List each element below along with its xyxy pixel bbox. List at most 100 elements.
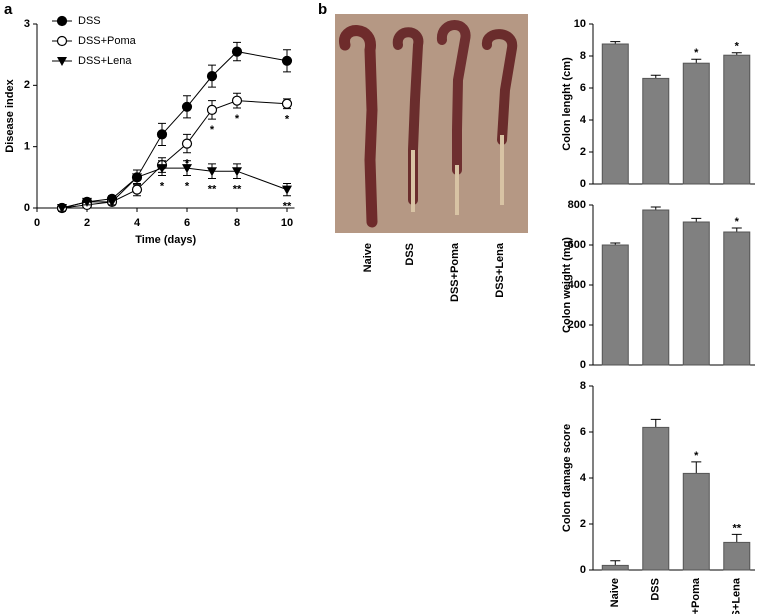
y-axis-label: Colon lenght (cm) (561, 57, 573, 151)
marker (232, 167, 242, 177)
marker (82, 197, 92, 207)
y-tick-label: 800 (568, 199, 586, 211)
y-tick-label: 6 (580, 426, 586, 438)
error-bar (650, 74, 661, 79)
significance: * (694, 47, 699, 59)
error-bar (691, 461, 702, 474)
significance: * (160, 180, 165, 192)
y-tick-label: 2 (580, 518, 586, 530)
error-bar (731, 227, 742, 232)
marker (56, 35, 68, 47)
y-tick-label: 6 (580, 82, 586, 94)
significance: * (735, 41, 740, 53)
legend-label: DSS+Lena (78, 55, 132, 67)
error-bar (691, 58, 702, 64)
series-line (61, 167, 288, 209)
marker (107, 197, 117, 207)
bar (723, 54, 751, 185)
bar (723, 541, 751, 571)
marker (207, 167, 217, 177)
series-line (61, 100, 288, 209)
series-line (61, 51, 288, 209)
error-bar (691, 217, 702, 222)
legend-label: DSS+Poma (78, 35, 137, 47)
x-tick-label: 2 (84, 217, 90, 229)
bar (601, 564, 629, 571)
y-tick-label: 200 (568, 319, 586, 331)
bar (642, 209, 670, 366)
significance: ** (283, 201, 292, 213)
marker (206, 104, 218, 115)
significance: * (694, 450, 699, 462)
marker (181, 101, 193, 112)
y-tick-label: 0 (580, 359, 586, 371)
y-tick-label: 1 (24, 141, 30, 153)
marker (231, 95, 243, 106)
error-bar (650, 418, 661, 428)
y-tick-label: 400 (568, 279, 586, 291)
panel-label: a (4, 1, 13, 18)
marker (231, 46, 243, 57)
marker (281, 55, 293, 66)
y-tick-label: 4 (580, 472, 587, 484)
error-bar (731, 533, 742, 543)
x-tick-label: DSS+Poma (690, 577, 702, 614)
significance: * (185, 180, 190, 192)
marker (56, 15, 68, 27)
y-axis-label: Colon damage score (561, 424, 573, 532)
error-bar (610, 560, 621, 566)
bar (601, 43, 629, 185)
significance: * (235, 113, 240, 125)
bar (601, 244, 629, 366)
significance: ** (208, 183, 217, 195)
photo-label: DSS+Poma (449, 242, 461, 302)
x-tick-label: 4 (134, 217, 141, 229)
marker (57, 57, 67, 66)
marker (132, 173, 142, 183)
y-tick-label: 10 (574, 18, 586, 30)
legend-label: DSS (78, 15, 101, 27)
x-tick-label: 8 (234, 217, 240, 229)
x-tick-label: 0 (34, 217, 40, 229)
marker (206, 71, 218, 82)
x-tick-label: DSS (650, 578, 662, 601)
y-tick-label: 4 (580, 114, 587, 126)
y-tick-label: 0 (24, 202, 30, 214)
significance: ** (233, 183, 242, 195)
significance: * (285, 114, 290, 126)
significance: * (210, 124, 215, 136)
bar (642, 426, 670, 571)
significance: ** (732, 522, 741, 534)
panel-label: b (318, 1, 327, 18)
y-tick-label: 2 (24, 79, 30, 91)
y-tick-label: 3 (24, 18, 30, 30)
y-axis-label: Disease index (4, 78, 16, 152)
marker (281, 98, 293, 109)
y-tick-label: 2 (580, 146, 586, 158)
x-axis-label: Time (days) (135, 234, 196, 246)
bar (723, 231, 751, 366)
y-tick-label: 0 (580, 564, 586, 576)
y-axis-label: Colon weight (mg) (561, 237, 573, 333)
photo-label: DSS (404, 243, 416, 266)
bar (682, 472, 710, 571)
marker (282, 185, 292, 195)
marker (181, 138, 193, 149)
y-tick-label: 600 (568, 239, 586, 251)
x-tick-label: 10 (281, 217, 293, 229)
x-tick-label: 6 (184, 217, 190, 229)
marker (57, 204, 67, 213)
photo-label: Naive (362, 243, 374, 272)
bar (682, 221, 710, 366)
y-tick-label: 0 (580, 178, 586, 190)
marker (131, 184, 143, 195)
significance: * (735, 216, 740, 228)
photo-label: DSS+Lena (494, 242, 506, 298)
bar (682, 62, 710, 185)
y-tick-label: 8 (580, 50, 586, 62)
colon-photo (335, 14, 528, 233)
y-tick-label: 8 (580, 380, 586, 392)
x-tick-label: Naive (609, 578, 621, 607)
bar (642, 77, 670, 185)
